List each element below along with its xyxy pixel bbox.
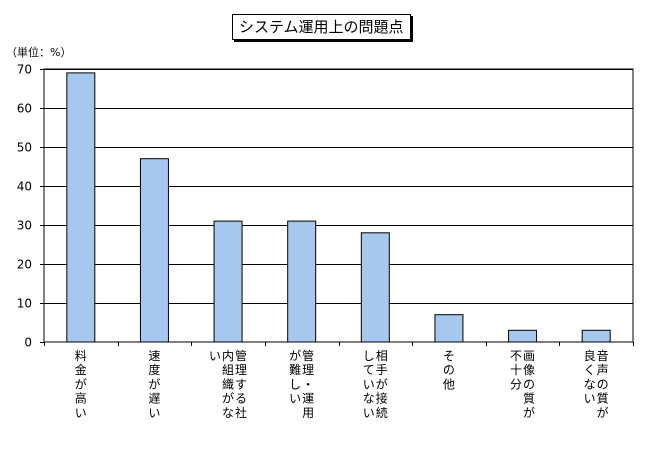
x-tick-label-char: 質 [523, 391, 535, 406]
x-tick-label-char: の [597, 377, 609, 391]
x-tick-label-char: 速 [148, 349, 160, 363]
x-tick-label-char: し [363, 349, 375, 363]
x-tick-label-char: 良 [584, 348, 596, 363]
x-tick-label-char: 遅 [148, 392, 160, 406]
x-tick-label: その他 [443, 349, 455, 391]
x-tick-label-char: い [209, 349, 221, 363]
x-tick-label-char: 声 [597, 363, 609, 377]
x-tick-label-char: い [148, 406, 160, 420]
chart-title: システム運用上の問題点 [232, 14, 411, 40]
x-tick-label-char: る [235, 392, 247, 406]
x-tick-label-char: 料 [75, 349, 87, 363]
x-tick-label-char: 接 [376, 391, 388, 406]
x-tick-label-char: 理 [302, 363, 314, 377]
x-tick-label-char: 内 [222, 349, 234, 363]
y-tick-label: 20 [17, 258, 32, 272]
x-tick-label-char: し [289, 377, 301, 391]
x-tick-label-char: の [523, 377, 535, 391]
x-tick-label-char: ・ [302, 377, 314, 391]
x-tick-label-char: す [235, 377, 247, 391]
x-tick-label-char: 十 [510, 363, 522, 377]
y-tick-label: 40 [17, 180, 32, 194]
x-tick-label-char: 理 [235, 363, 247, 377]
x-tick-label-char: 高 [75, 391, 87, 406]
x-tick-label-char: 続 [376, 406, 388, 420]
y-axis-unit-label: （単位：%） [6, 46, 72, 59]
x-tick-label-char: 金 [75, 362, 87, 377]
x-tick-label-char: 画 [523, 349, 535, 363]
x-tick-label-char: 管 [302, 348, 314, 363]
x-tick-label-char: て [363, 363, 375, 377]
x-tick-label-char: 音 [597, 348, 609, 363]
x-tick-label-char: 織 [222, 377, 234, 391]
x-tick-label-char: な [584, 377, 596, 391]
bar [508, 329, 538, 343]
bar [581, 329, 611, 343]
bar [139, 158, 169, 343]
x-tick-label-char: な [363, 392, 375, 406]
bar [66, 72, 96, 343]
x-tick-label-char: が [222, 391, 234, 406]
x-tick-label-char: い [363, 406, 375, 420]
x-tick-label-char: が [289, 348, 301, 363]
bar [434, 314, 464, 343]
x-tick-label-char: 社 [235, 405, 247, 420]
x-tick-label-char: い [289, 392, 301, 406]
y-tick-label: 0 [24, 336, 32, 350]
x-tick-label-char: 管 [235, 348, 247, 363]
x-tick-label-char: 組 [222, 363, 234, 377]
plot-frame [43, 68, 634, 343]
x-tick-label-char: の [443, 363, 455, 377]
x-tick-label-char: が [597, 405, 609, 420]
x-tick-label-char: が [523, 405, 535, 420]
x-tick-label-char: く [584, 363, 596, 377]
x-tick-label-char: 不 [510, 349, 522, 363]
y-tick-label: 50 [17, 141, 32, 155]
x-tick-label-char: い [75, 406, 87, 420]
x-tick-label-char: 運 [302, 392, 314, 406]
x-tick-label-char: 質 [597, 391, 609, 406]
x-tick-label-char: が [75, 376, 87, 391]
x-tick-label-char: が [376, 376, 388, 391]
x-tick-label-char: 分 [510, 377, 522, 391]
bar [213, 220, 243, 343]
x-tick-label-char: な [222, 406, 234, 420]
x-tick-label-char: 手 [376, 363, 388, 377]
x-tick-label-char: 難 [289, 362, 301, 377]
x-tick-label-char: が [148, 376, 160, 391]
x-tick-label-char: 他 [443, 377, 455, 391]
y-tick-label: 60 [17, 102, 32, 116]
x-tick-label-char: い [584, 392, 596, 406]
bar [360, 232, 390, 343]
x-tick-label-char: 用 [302, 406, 314, 420]
y-tick-label: 70 [17, 63, 32, 77]
bar [287, 220, 317, 343]
x-tick-label-char: 相 [376, 349, 388, 363]
y-tick-label: 10 [17, 297, 32, 311]
x-tick-label-char: そ [443, 349, 455, 363]
x-tick-label-char: 度 [148, 362, 160, 377]
x-tick-label-char: い [363, 377, 375, 391]
x-tick-label-char: 像 [523, 363, 535, 377]
y-tick-label: 30 [17, 219, 32, 233]
